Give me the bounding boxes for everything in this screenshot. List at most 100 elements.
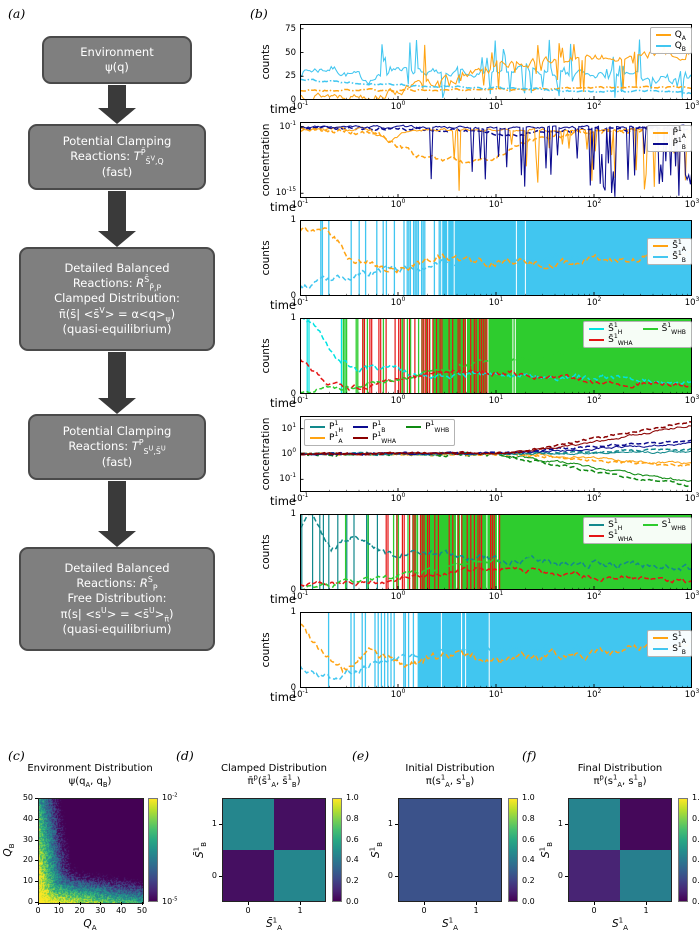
legend-label: QA [674,30,686,42]
flow-box-line: π(s| <sU> = <s̄U>π̄) [60,605,174,623]
x-axis-label: time [270,200,296,214]
y-tick-mark [395,876,398,877]
legend: P̄1A P̄1B [647,125,692,152]
x-tick-label: 103 [684,395,699,406]
y-tick-label: 40 [22,813,33,823]
x-tick-label: 102 [586,493,602,504]
legend-item: S1WHA [589,529,633,542]
y-tick-label: 50 [285,47,296,58]
panel-label-b: (b) [250,6,268,21]
plot-area [300,220,692,296]
y-tick-label: 10 [22,876,33,886]
x-tick-label: 101 [488,199,504,210]
x-tick-mark [646,902,647,905]
panel-title: Final Distribution πp(s1A, s1B) [577,763,663,789]
flow-arrow-head [98,398,136,414]
heatmap-2x2 [568,798,672,902]
plot-area [300,416,692,492]
flow-box-environment: Environment ψ(q) [42,36,192,84]
x-tick-label: 30 [95,906,106,915]
legend-swatch [352,437,368,439]
x-tick-label: 101 [488,591,504,602]
plot-area [300,612,692,688]
y-tick-label: 1 [290,607,296,617]
y-tick-mark [565,876,568,877]
legend-item: S̄1H [589,322,632,336]
colorbar-tick-label: 0.8 [522,813,535,823]
x-tick-label: 100 [390,199,406,210]
colorbar-tick-label: 1.0 [692,793,699,802]
flow-box-line: Environment [80,44,154,59]
x-tick-label: 101 [488,395,504,406]
legend: S1H S1WHA S1WHB [583,517,692,544]
colorbar [508,798,518,902]
x-tick-label: 10-1 [291,591,309,602]
y-axis-label: counts [260,240,272,276]
x-tick-mark [594,902,595,905]
x-tick-label: 102 [586,297,602,308]
colorbar-tick-label: 0.4 [346,855,359,865]
legend-label: S1H [608,518,623,532]
y-axis-label: concentration [260,123,272,197]
x-axis-label: time [270,690,296,704]
y-tick-mark [35,881,38,883]
plot-area [300,24,692,100]
legend-swatch [653,648,669,650]
heatmap-2x2 [222,798,326,902]
y-tick-label: 0 [27,897,33,906]
x-tick-label: 103 [684,591,699,602]
panel-label-e: (e) [352,748,370,763]
colorbar-tick-label: 0.6 [522,834,535,844]
heatmap-cell [450,850,501,901]
flow-box-line: (quasi-equilibrium) [62,621,172,636]
y-tick-mark [565,824,568,825]
legend-item: QB [655,41,686,52]
y-tick-label: 25 [285,71,296,82]
y-axis-label: S1B [367,841,385,859]
x-tick-label: 101 [488,689,504,700]
heatmap-cell [399,850,450,901]
x-tick-label: 10 [53,906,64,915]
colorbar-tick-label: 0.4 [522,855,535,865]
flow-arrow-shaft [108,85,126,108]
x-axis-label: time [270,592,296,606]
x-tick-label: 20 [74,906,85,915]
y-tick-label: 0 [387,871,393,880]
flow-box-line: ψ(q) [105,60,129,74]
y-tick-label: 75 [285,23,296,34]
x-tick-label: 100 [390,689,406,700]
flow-box-potential-clamping-2: Potential Clamping Reactions: TPSU,S̄U (… [28,414,206,480]
flow-box-line: Potential Clamping [62,424,172,439]
legend-item: S̄1B [653,250,686,263]
legend-swatch [653,245,669,247]
legend-swatch [653,637,669,639]
y-tick-label: 0 [290,95,296,105]
colorbar-tick-label: 10-2 [162,792,178,802]
x-tick-label: 101 [488,297,504,308]
x-tick-mark [424,902,425,905]
colorbar-tick-label: 0.8 [692,813,699,823]
panel-label-d: (d) [176,748,194,763]
x-tick-label: 100 [390,297,406,308]
timeseries-plot-6: counts 0 1 10-1 100 101 102 103 time S1H S1WHA S1WH… [240,509,699,612]
x-tick-label: 100 [390,101,406,112]
legend: QA QB [649,27,692,54]
y-tick-label: 50 [22,793,33,802]
colorbar-tick-label: 1.0 [346,793,359,802]
x-axis-label: time [270,396,296,410]
x-axis-label: S1A [441,915,459,933]
x-tick-label: 10-1 [291,395,309,406]
colorbar [148,798,158,902]
colorbar [332,798,342,902]
legend-label: S̄1WHB [661,322,686,336]
legend-item: S1H [589,518,632,532]
legend-label: S̄1H [608,322,623,336]
heatmap-cell [620,799,671,850]
x-tick-mark [79,902,81,905]
y-tick-label: 1 [387,819,393,828]
flow-box-line: Clamped Distribution: [54,291,180,306]
x-tick-mark [476,902,477,905]
y-tick-label: 0 [211,871,217,880]
y-tick-label: 10-1 [279,120,296,132]
flow-box-potential-clamping-1: Potential Clamping Reactions: TP̄S̄V,Q (… [28,124,206,190]
